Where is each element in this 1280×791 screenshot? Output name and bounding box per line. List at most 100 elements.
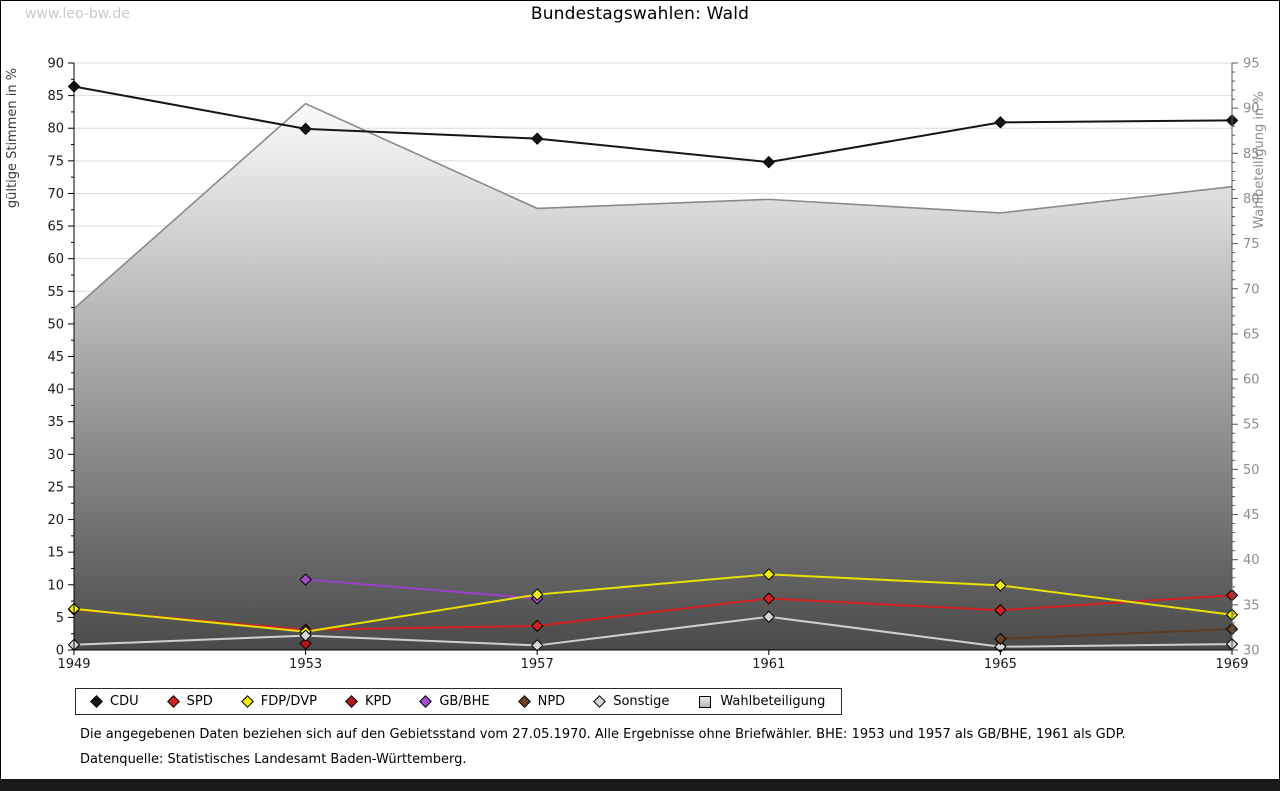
series-sonstige: [67, 610, 1239, 653]
series-line-cdu: [73, 85, 1233, 164]
left-tick-label: 5: [56, 611, 64, 626]
data-point-sonstige: [299, 629, 312, 642]
data-point-cdu: [530, 132, 544, 145]
left-tick-label: 55: [47, 285, 64, 300]
series-fdp-dvp: [67, 568, 1239, 638]
series-cdu: [67, 80, 1239, 169]
data-point-sonstige: [762, 610, 776, 623]
legend-label: Sonstige: [613, 694, 670, 709]
series-line-sonstige: [73, 615, 1233, 648]
legend-label: FDP/DVP: [260, 694, 317, 709]
diamond-marker-icon: [593, 695, 607, 708]
legend: CDU SPD FDP/DVP KPD GB/BHE NPD Sonstige Wahlbet…: [75, 688, 843, 715]
x-tick-label: 1965: [984, 657, 1017, 672]
data-point-fdp-dvp: [762, 568, 776, 581]
turnout-area: [74, 103, 1232, 651]
left-tick-label: 45: [47, 350, 64, 365]
right-tick-label: 70: [1243, 282, 1260, 297]
diamond-marker-icon: [517, 695, 531, 708]
data-point-fdp-dvp: [530, 588, 544, 601]
turnout-line: [73, 102, 1233, 310]
legend-label: KPD: [364, 694, 392, 709]
left-tick-label: 10: [47, 578, 64, 593]
x-tick-label: 1969: [1215, 657, 1248, 672]
diamond-marker-icon: [419, 695, 433, 708]
data-point-gb-bhe: [299, 573, 312, 586]
right-tick-label: 35: [1243, 598, 1260, 613]
left-tick-label: 25: [47, 480, 64, 495]
legend-label: SPD: [186, 694, 213, 709]
left-tick-label: 15: [47, 546, 64, 561]
right-tick-label: 75: [1243, 237, 1260, 252]
series-line-fdp-dvp: [73, 573, 1233, 633]
series-kpd: [299, 637, 312, 650]
data-point-spd: [530, 619, 544, 633]
data-point-fdp-dvp: [994, 579, 1007, 592]
left-tick-label: 35: [47, 415, 64, 430]
left-tick-label: 60: [47, 252, 64, 267]
diamond-marker-icon: [166, 695, 180, 708]
legend-label: CDU: [110, 694, 139, 709]
right-tick-label: 60: [1243, 373, 1260, 388]
right-tick-label: 90: [1243, 102, 1260, 117]
legend-item-sonstige: Sonstige: [593, 694, 670, 709]
data-point-npd: [994, 632, 1007, 646]
right-tick-label: 55: [1243, 418, 1260, 433]
data-point-cdu: [299, 122, 312, 136]
watermark: www.leo-bw.de: [25, 6, 130, 22]
diamond-marker-icon: [240, 695, 254, 708]
data-point-kpd: [299, 637, 312, 650]
left-tick-label: 0: [56, 644, 64, 659]
legend-item-kpd: KPD: [345, 694, 392, 709]
x-tick-label: 1949: [57, 657, 90, 672]
right-tick-label: 50: [1243, 463, 1260, 478]
axes: 0 5 10 15 20 25 30 35 40 45 50 55 60 65 70 75 80 85 90 30 35…: [5, 57, 1267, 673]
series-wahlbeteiligung: [73, 102, 1233, 651]
left-tick-label: 80: [47, 122, 64, 137]
x-tick-label: 1961: [752, 657, 785, 672]
series-line-spd: [73, 594, 1233, 631]
left-tick-label: 20: [47, 513, 64, 528]
square-marker-icon: [699, 695, 712, 708]
legend-item-npd: NPD: [517, 694, 566, 709]
diamond-marker-icon: [90, 695, 103, 708]
x-tick-label: 1953: [289, 657, 322, 672]
page-title: Bundestagswahlen: Wald: [530, 4, 750, 24]
left-axis-title: gültige Stimmen in %: [5, 68, 20, 208]
left-tick-label: 65: [47, 220, 64, 235]
left-tick-label: 40: [47, 383, 64, 398]
data-point-cdu: [762, 155, 776, 169]
legend-item-wahlbeteiligung: Wahlbeteiligung: [699, 694, 825, 709]
data-point-cdu: [994, 116, 1007, 129]
right-tick-label: 95: [1243, 57, 1260, 72]
legend-label: GB/BHE: [439, 694, 490, 709]
bottom-bar: [0, 779, 1280, 791]
legend-label: NPD: [537, 694, 566, 709]
legend-item-gb-bhe: GB/BHE: [419, 694, 490, 709]
series-line-npd: [1000, 628, 1233, 640]
data-point-spd: [994, 604, 1007, 617]
diamond-marker-icon: [345, 695, 358, 708]
footnote-gebietsstand: Die angegebenen Daten beziehen sich auf …: [80, 727, 1126, 742]
legend-label: Wahlbeteiligung: [720, 694, 826, 709]
legend-item-cdu: CDU: [90, 694, 139, 709]
left-tick-label: 70: [47, 187, 64, 202]
right-tick-label: 40: [1243, 553, 1260, 568]
right-tick-label: 30: [1243, 644, 1260, 659]
data-point-spd: [762, 592, 776, 605]
left-tick-label: 50: [47, 317, 64, 332]
right-tick-label: 85: [1243, 147, 1260, 162]
legend-item-spd: SPD: [166, 694, 213, 709]
x-tick-label: 1957: [521, 657, 554, 672]
right-tick-label: 65: [1243, 327, 1260, 342]
series-layer: [67, 80, 1239, 653]
left-tick-label: 75: [47, 154, 64, 169]
left-tick-label: 30: [47, 448, 64, 463]
left-tick-label: 90: [47, 57, 64, 72]
legend-item-fdp-dvp: FDP/DVP: [240, 694, 317, 709]
right-tick-label: 45: [1243, 508, 1260, 523]
left-tick-label: 85: [47, 89, 64, 104]
right-tick-label: 80: [1243, 192, 1260, 207]
series-line-gb-bhe: [305, 578, 538, 600]
